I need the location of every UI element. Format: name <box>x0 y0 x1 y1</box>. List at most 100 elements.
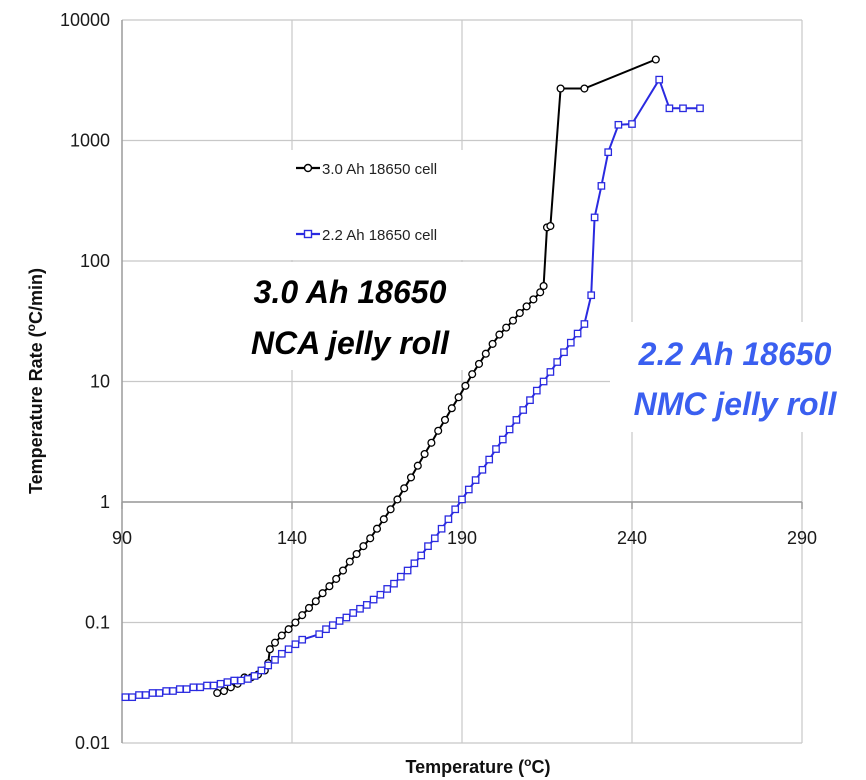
data-point <box>546 222 555 231</box>
data-point <box>265 645 274 654</box>
x-tick-label: 90 <box>112 528 132 548</box>
data-point <box>298 611 307 620</box>
data-point <box>223 678 232 686</box>
data-point <box>587 291 596 300</box>
legend-marker-square <box>303 229 313 239</box>
data-point <box>430 534 439 543</box>
data-point <box>264 661 273 670</box>
data-point <box>424 542 432 551</box>
legend: 3.0 Ah 18650 cell 2.2 Ah 18650 cell <box>280 150 515 260</box>
data-point <box>277 631 286 640</box>
data-point <box>437 524 446 533</box>
data-point <box>447 404 456 413</box>
data-point <box>257 666 266 675</box>
data-point <box>696 104 704 113</box>
data-point <box>481 349 490 358</box>
data-point <box>237 676 245 685</box>
data-point <box>376 590 385 599</box>
data-point <box>485 455 494 464</box>
data-point <box>169 687 177 695</box>
y-tick-label: 100 <box>80 251 110 271</box>
annotation-nca: 3.0 Ah 18650 NCA jelly roll <box>226 262 474 370</box>
data-point <box>342 613 351 622</box>
data-point <box>284 625 293 634</box>
data-point <box>345 557 354 566</box>
x-tick-label: 240 <box>617 528 647 548</box>
data-point <box>311 597 320 606</box>
data-point <box>468 370 477 379</box>
data-point <box>175 685 184 693</box>
data-point <box>651 55 660 64</box>
data-point <box>332 574 341 583</box>
data-point <box>362 601 371 609</box>
data-point <box>386 505 395 514</box>
data-point <box>553 358 562 366</box>
data-point <box>505 425 514 434</box>
data-point <box>546 368 555 376</box>
data-point <box>369 595 378 604</box>
data-point <box>566 338 575 347</box>
data-point <box>628 120 636 128</box>
data-point <box>372 524 382 533</box>
data-point <box>390 579 398 588</box>
data-point <box>216 679 225 688</box>
x-tick-label: 140 <box>277 528 307 548</box>
data-point <box>322 625 330 634</box>
data-point <box>532 386 541 395</box>
data-point <box>270 638 280 647</box>
y-axis-title: Temperature Rate (oC/min) <box>24 268 46 494</box>
data-point <box>335 617 344 625</box>
data-point <box>148 689 157 697</box>
data-point <box>604 148 613 157</box>
annotation-nmc-line2: NMC jelly roll <box>634 386 838 422</box>
annotation-nca-line1: 3.0 Ah 18650 <box>254 274 447 310</box>
data-point <box>291 618 300 627</box>
data-point <box>508 316 518 325</box>
data-point <box>304 603 314 613</box>
annotation-nmc-line1: 2.2 Ah 18650 <box>638 336 832 372</box>
data-point <box>427 438 436 447</box>
data-point <box>440 415 450 424</box>
y-tick-label: 10 <box>90 372 110 392</box>
data-point <box>464 485 473 494</box>
data-point <box>196 683 205 692</box>
data-point <box>492 445 500 453</box>
data-point <box>250 672 259 680</box>
x-axis-title: Temperature (oC) <box>405 755 550 777</box>
data-point <box>417 551 426 560</box>
data-point <box>338 566 348 575</box>
y-tick-label: 0.01 <box>75 733 110 753</box>
series-layer <box>121 55 704 702</box>
data-point <box>471 476 480 484</box>
data-point <box>359 542 368 551</box>
data-point <box>556 84 565 93</box>
data-point <box>495 330 504 339</box>
data-point <box>406 473 416 482</box>
data-point <box>318 589 327 598</box>
data-point <box>291 640 300 649</box>
data-point <box>349 609 358 617</box>
data-point <box>162 687 171 695</box>
data-point <box>655 75 664 84</box>
data-point <box>383 585 392 593</box>
legend-label-2-2ah: 2.2 Ah 18650 cell <box>322 227 437 244</box>
data-point <box>478 465 487 474</box>
data-point <box>403 566 412 575</box>
data-point <box>366 534 375 543</box>
data-point <box>539 377 548 386</box>
data-point <box>352 549 361 559</box>
data-point <box>203 681 211 690</box>
annotation-nmc: 2.2 Ah 18650 NMC jelly roll <box>610 322 862 432</box>
data-point <box>121 693 130 702</box>
data-point <box>474 359 484 368</box>
data-point <box>396 572 405 581</box>
data-point <box>590 213 599 222</box>
data-point <box>271 655 279 664</box>
data-point <box>515 308 524 318</box>
data-point <box>413 461 422 470</box>
y-tick-label: 1000 <box>70 131 110 151</box>
data-point <box>539 281 548 291</box>
data-point <box>328 621 337 630</box>
data-point <box>410 559 419 568</box>
data-point <box>325 582 334 591</box>
